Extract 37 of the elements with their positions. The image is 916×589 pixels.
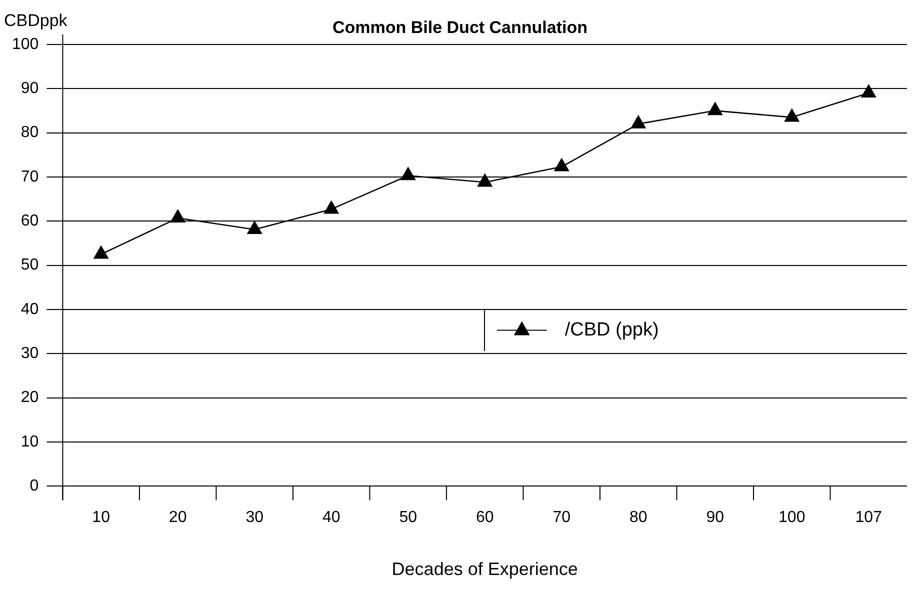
x-tick-label: 10 bbox=[92, 509, 110, 526]
x-axis-title: Decades of Experience bbox=[392, 559, 578, 580]
x-tick-label: 40 bbox=[322, 509, 340, 526]
point bbox=[170, 209, 186, 223]
y-tick-label: 40 bbox=[20, 300, 39, 318]
y-tick-label: 50 bbox=[20, 256, 39, 274]
point bbox=[477, 173, 493, 187]
point bbox=[246, 220, 262, 234]
legend-label: /CBD (ppk) bbox=[564, 319, 659, 340]
point bbox=[707, 102, 723, 116]
x-tick-label: 90 bbox=[706, 509, 724, 526]
point bbox=[860, 84, 876, 98]
chart-title: Common Bile Duct Cannulation bbox=[332, 18, 588, 37]
point bbox=[784, 108, 800, 122]
y-tick-label: 80 bbox=[20, 124, 39, 142]
point bbox=[400, 166, 416, 180]
y-tick-label: 20 bbox=[20, 389, 39, 406]
point bbox=[554, 158, 570, 172]
y-tick-label: 10 bbox=[20, 433, 39, 450]
x-tick-label: 20 bbox=[168, 509, 187, 526]
x-tick-label: 107 bbox=[855, 509, 882, 526]
y-tick-label: 0 bbox=[30, 478, 39, 495]
x-tick-label: 30 bbox=[246, 509, 264, 526]
y-tick-label: 90 bbox=[20, 80, 39, 97]
x-tick-label: 100 bbox=[778, 509, 806, 526]
y-tick-label: 100 bbox=[12, 36, 39, 53]
y-tick-label: 60 bbox=[20, 212, 39, 230]
x-tick-label: 50 bbox=[399, 509, 418, 526]
point bbox=[324, 200, 340, 214]
x-tick-label: 70 bbox=[552, 509, 571, 526]
y-axis-title: CBDppk bbox=[4, 11, 68, 30]
x-tick-label: 80 bbox=[629, 509, 648, 526]
point bbox=[630, 114, 646, 128]
point bbox=[93, 245, 109, 259]
y-tick-label: 30 bbox=[20, 345, 39, 362]
x-tick-label: 60 bbox=[476, 509, 494, 526]
y-tick-label: 70 bbox=[20, 168, 39, 186]
